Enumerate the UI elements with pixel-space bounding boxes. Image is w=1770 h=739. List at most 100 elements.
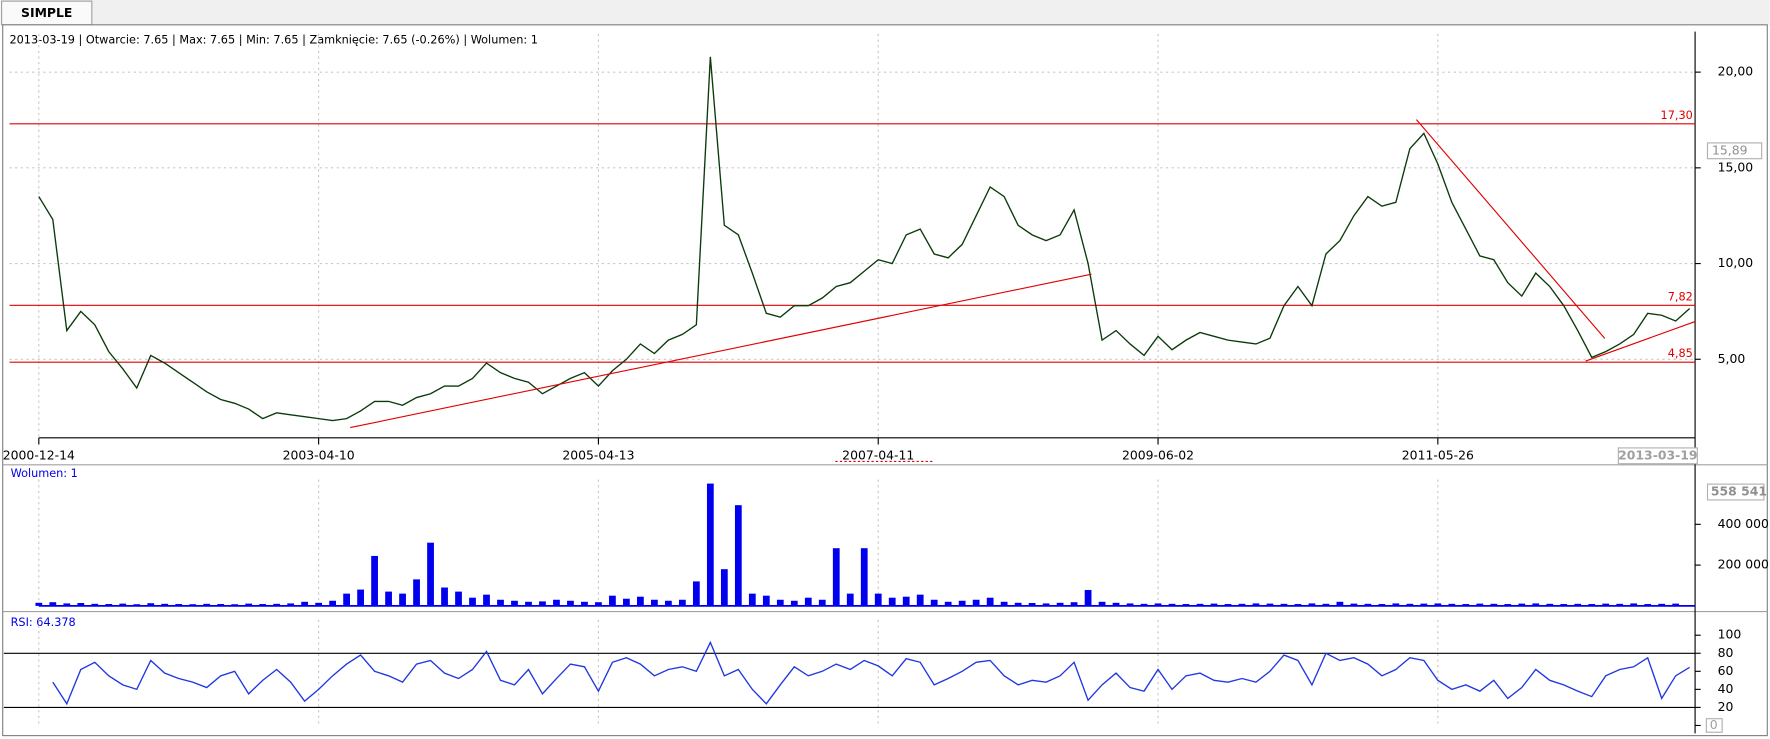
- y-tick-label: 40: [1718, 681, 1734, 696]
- max-volume-box: [1706, 483, 1765, 501]
- trend-lines: [350, 119, 1696, 429]
- volume-bar: [161, 603, 169, 606]
- volume-bar: [1574, 603, 1582, 606]
- volume-bar: [944, 601, 952, 606]
- volume-bar: [664, 600, 672, 606]
- volume-bar: [273, 603, 281, 606]
- volume-bar: [734, 505, 742, 606]
- volume-bar: [1434, 603, 1442, 606]
- volume-bar: [1196, 603, 1204, 606]
- volume-bar: [1448, 603, 1456, 606]
- y-tick-label: 200 000: [1718, 557, 1769, 572]
- volume-bar: [553, 599, 560, 606]
- y-tick-label: 80: [1718, 645, 1734, 660]
- volume-bar: [1392, 603, 1400, 606]
- volume-bar: [720, 569, 728, 606]
- y-tick-label: 15,00: [1718, 159, 1754, 174]
- volume-bar: [874, 593, 882, 606]
- volume-bar: [1098, 601, 1106, 606]
- volume-bar: [427, 542, 434, 606]
- volume-bar: [651, 599, 658, 606]
- volume-bar: [77, 603, 85, 606]
- volume-bar: [63, 603, 71, 606]
- volume-bar: [1532, 603, 1540, 606]
- level-label: 7,82: [1668, 290, 1693, 303]
- volume-bar: [1560, 604, 1568, 606]
- volume-bar: [343, 593, 350, 606]
- volume-bar: [1336, 601, 1344, 606]
- x-tick-label: 2007-04-11: [842, 447, 914, 462]
- volume-bar: [371, 555, 378, 606]
- volume-bar: [1546, 603, 1554, 606]
- volume-bar: [455, 591, 462, 606]
- volume-bar: [1294, 604, 1302, 606]
- volume-bar: [511, 600, 518, 606]
- volume-bar: [1462, 604, 1470, 606]
- volume-bar: [1644, 604, 1652, 606]
- volume-bar: [748, 593, 756, 606]
- volume-bar: [1630, 603, 1638, 606]
- volume-bar: [245, 603, 253, 606]
- volume-bar: [1476, 603, 1484, 606]
- volume-bar: [804, 597, 812, 606]
- volume-bar: [105, 604, 113, 606]
- panel-frame: [2, 24, 1768, 737]
- x-tick-label: 2013-03-19: [1618, 447, 1697, 462]
- tab-label[interactable]: SIMPLE: [21, 5, 72, 20]
- max-volume-label: 558 541: [1711, 484, 1767, 499]
- volume-bar: [609, 595, 616, 606]
- volume-bar: [1308, 603, 1316, 606]
- volume-bar: [357, 589, 364, 606]
- volume-bar: [1658, 603, 1666, 606]
- volume-bar: [930, 599, 938, 606]
- y-tick-box: [1705, 718, 1723, 733]
- volume-bar: [413, 579, 420, 606]
- volume-bar: [441, 587, 448, 606]
- volume-bar: [888, 597, 896, 606]
- volume-bar: [776, 599, 784, 606]
- level-label: 4,85: [1668, 347, 1693, 360]
- volume-bar: [217, 604, 225, 606]
- volume-bar: [595, 602, 602, 606]
- tab-strip: [0, 0, 1770, 25]
- x-tick-label: 2009-06-02: [1122, 447, 1194, 462]
- series-line: [38, 56, 1691, 422]
- volume-bar: [1378, 604, 1386, 606]
- volume-bar: [315, 602, 323, 606]
- volume-bar: [1364, 603, 1372, 606]
- volume-bar: [1182, 604, 1190, 606]
- last-date-box: [1617, 447, 1698, 465]
- rsi-title: RSI: 64.378: [11, 616, 76, 629]
- volume-bar: [1084, 589, 1092, 606]
- y-tick-label: 100: [1718, 627, 1742, 642]
- volume-bar: [818, 599, 826, 606]
- y-tick-label: 20,00: [1718, 64, 1754, 79]
- volume-bar: [301, 601, 309, 606]
- y-tick-label: 400 000: [1718, 516, 1769, 531]
- trend-line: [1585, 321, 1696, 362]
- volume-bar: [1518, 603, 1526, 606]
- volume-bar: [1616, 603, 1624, 606]
- volume-bar: [175, 604, 183, 606]
- volume-bar: [1154, 603, 1162, 606]
- volume-bar: [469, 597, 476, 606]
- volume-bar: [203, 603, 211, 606]
- volume-bar: [902, 596, 910, 606]
- volume-bar: [832, 548, 840, 606]
- volume-bar: [49, 602, 57, 606]
- volume-bar: [1000, 601, 1008, 606]
- volume-bar: [1028, 603, 1036, 606]
- volume-bar: [916, 594, 924, 606]
- x-tick-label: 2000-12-14: [3, 447, 75, 462]
- volume-bar: [1238, 603, 1246, 606]
- volume-bar: [860, 548, 868, 606]
- x-tick-label: 2011-05-26: [1402, 447, 1474, 462]
- volume-bar: [1322, 603, 1330, 606]
- volume-bar: [706, 483, 714, 606]
- volume-bar: [1056, 602, 1064, 606]
- volume-bar: [972, 599, 980, 606]
- volume-bar: [1406, 603, 1414, 606]
- volume-bar: [1042, 603, 1050, 606]
- volume-bar: [91, 603, 99, 606]
